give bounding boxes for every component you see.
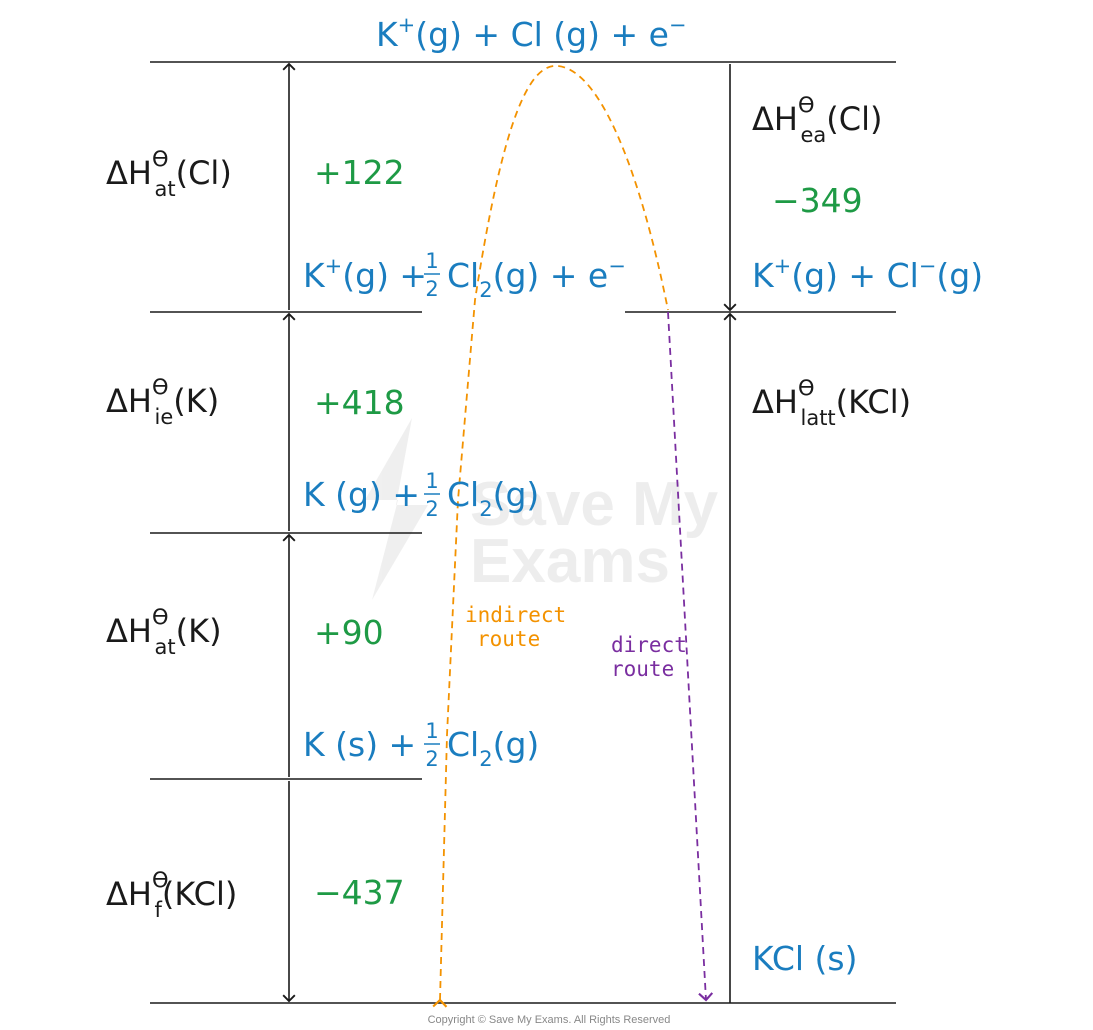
enthalpy-arrows	[282, 62, 737, 1003]
svg-text:K (s) +: K (s) +	[303, 725, 416, 764]
indirect-route-label-1: indirect	[465, 603, 566, 627]
watermark-bolt-icon	[365, 418, 428, 600]
indirect-route-label-2: route	[477, 627, 540, 651]
level-upper-right-species: K+(g) + Cl−(g)	[752, 254, 983, 295]
svg-text:2: 2	[425, 747, 438, 771]
svg-text:1: 1	[425, 469, 438, 493]
svg-text:Cl2(g) + e−: Cl2(g) + e−	[447, 254, 626, 302]
label-latt-kcl: ΔHϴ latt(KCl)	[752, 376, 911, 430]
indirect-route-path	[432, 65, 669, 1008]
level-bottom-right-species: KCl (s)	[752, 939, 857, 978]
svg-text:K+(g) +: K+(g) +	[303, 254, 427, 295]
level-mid-species: K (g) + 1 2 Cl2(g)	[303, 469, 539, 521]
direct-route-label-1: direct	[611, 633, 687, 657]
level-upper-left-species: K+(g) + 1 2 Cl2(g) + e−	[303, 249, 626, 302]
svg-text:Cl2(g): Cl2(g)	[447, 475, 539, 521]
svg-text:1: 1	[425, 249, 438, 273]
level-top-species: K+(g) + Cl (g) + e−	[376, 13, 687, 54]
watermark-line-2: Exams	[470, 527, 670, 596]
value-f-kcl: −437	[314, 873, 405, 912]
label-at-k: ΔHϴ at(K)	[106, 605, 222, 659]
svg-text:Cl2(g): Cl2(g)	[447, 725, 539, 771]
svg-text:1: 1	[425, 719, 438, 743]
value-at-k: +90	[314, 613, 384, 652]
copyright-notice: Copyright © Save My Exams. All Rights Re…	[428, 1014, 671, 1026]
level-low-species: K (s) + 1 2 Cl2(g)	[303, 719, 539, 771]
label-at-cl: ΔHϴ at(Cl)	[106, 147, 232, 201]
value-ea-cl: −349	[772, 181, 863, 220]
energy-levels	[150, 61, 896, 1004]
label-f-kcl: ΔHϴ f(KCl)	[106, 868, 237, 922]
value-at-cl: +122	[314, 153, 405, 192]
label-ea-cl: ΔHϴ ea(Cl)	[752, 93, 882, 147]
value-ie-k: +418	[314, 383, 405, 422]
direct-route-path	[667, 311, 714, 1002]
svg-text:2: 2	[425, 277, 438, 301]
label-ie-k: ΔHϴ ie(K)	[106, 375, 219, 429]
direct-route-label-2: route	[611, 657, 674, 681]
svg-text:K (g) +: K (g) +	[303, 475, 420, 514]
svg-text:2: 2	[425, 497, 438, 521]
